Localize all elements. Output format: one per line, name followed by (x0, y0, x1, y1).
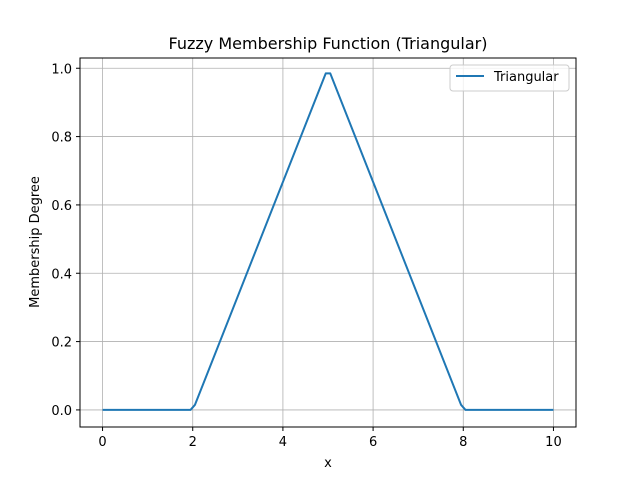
y-axis-label: Membership Degree (28, 176, 43, 308)
y-tick-label: 0.8 (51, 131, 72, 146)
legend-label: Triangular (493, 70, 559, 85)
grid-layer (80, 58, 576, 427)
y-tick-label: 0.2 (51, 336, 72, 351)
series-line-triangular (102, 72, 554, 411)
x-tick-label: 2 (189, 435, 197, 450)
x-tick-label: 0 (98, 435, 106, 450)
x-axis-ticks: 0 2 4 6 8 10 (98, 427, 562, 450)
x-tick-label: 4 (279, 435, 287, 450)
legend: Triangular (449, 64, 570, 92)
y-tick-label: 1.0 (51, 62, 72, 77)
y-tick-label: 0.6 (51, 199, 72, 214)
series-layer (102, 72, 554, 411)
plot-frame (79, 57, 577, 428)
x-tick-label: 8 (459, 435, 467, 450)
y-tick-label: 0.0 (51, 404, 72, 419)
chart-title: Fuzzy Membership Function (Triangular) (169, 34, 488, 53)
x-axis-label: x (324, 456, 332, 471)
y-axis-ticks: 0.0 0.2 0.4 0.6 0.8 1.0 (51, 62, 80, 419)
legend-box (449, 64, 570, 92)
y-tick-label: 0.4 (51, 267, 72, 282)
x-tick-label: 10 (545, 435, 562, 450)
x-tick-label: 6 (369, 435, 377, 450)
